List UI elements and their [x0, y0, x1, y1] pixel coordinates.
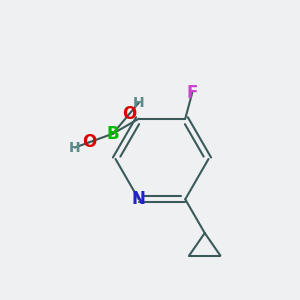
Text: N: N — [132, 190, 146, 208]
Text: F: F — [187, 84, 198, 102]
Text: H: H — [69, 141, 80, 154]
Text: O: O — [82, 134, 96, 152]
Text: B: B — [106, 125, 119, 143]
Text: H: H — [133, 96, 145, 110]
Text: O: O — [122, 105, 136, 123]
